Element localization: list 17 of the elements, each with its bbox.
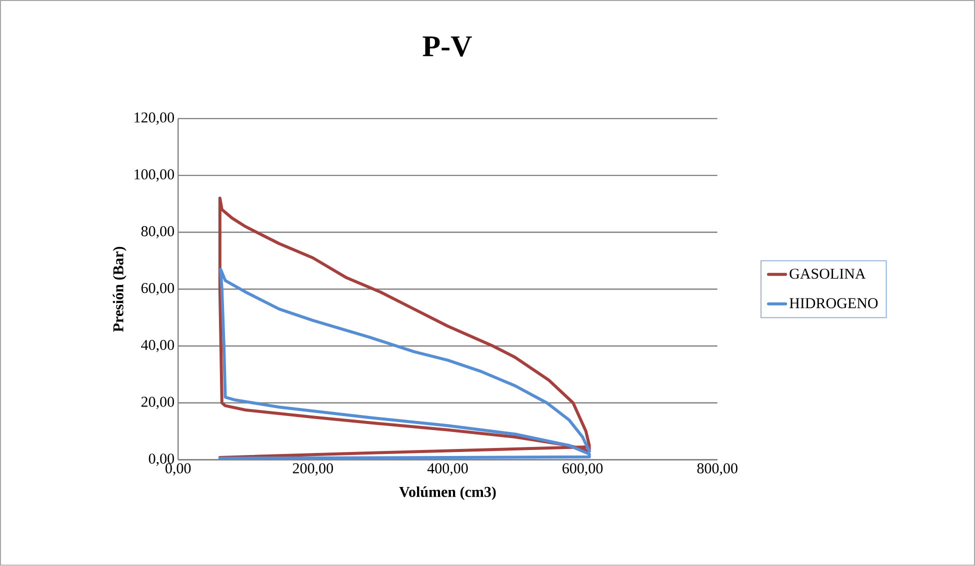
line-series <box>218 268 591 460</box>
y-tick-label: 120,00 <box>134 112 174 125</box>
legend-label: GASOLINA <box>790 268 866 279</box>
x-tick-label: 200,00 <box>292 463 333 476</box>
x-tick-label: 400,00 <box>427 463 468 476</box>
y-tick-label: 20,00 <box>141 396 174 410</box>
chart-title: P-V <box>422 36 472 57</box>
x-tick-label: 600,00 <box>562 463 603 476</box>
legend-label: HIDROGENO <box>790 298 878 308</box>
line-series <box>218 196 591 460</box>
x-tick-label: 800,00 <box>697 463 738 476</box>
y-tick-label: 80,00 <box>141 226 174 239</box>
y-axis-title: Presión (Bar) <box>112 246 126 332</box>
x-axis-title: Volúmen (cm3) <box>399 486 496 500</box>
y-tick-label: 60,00 <box>141 283 174 296</box>
y-tick-label: 100,00 <box>134 169 174 182</box>
y-tick-label: 40,00 <box>141 340 174 352</box>
